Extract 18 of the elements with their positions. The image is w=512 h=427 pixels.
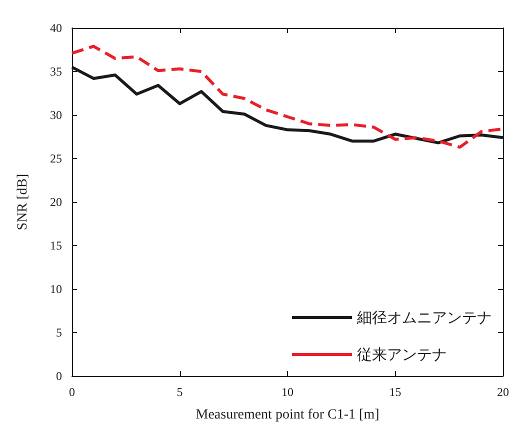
legend-label: 従来アンテナ — [357, 346, 447, 364]
x-tick-label: 20 — [497, 385, 509, 399]
y-tick-label: 20 — [50, 195, 62, 209]
legend-label: 細径オムニアンテナ — [356, 308, 492, 326]
y-tick-label: 10 — [50, 282, 62, 296]
x-tick-label: 15 — [389, 385, 402, 399]
x-tick-label: 5 — [176, 385, 183, 399]
y-axis-title: SNR [dB] — [16, 174, 30, 230]
y-tick-label: 0 — [56, 369, 62, 383]
x-tick-label: 0 — [69, 385, 75, 399]
y-tick-label: 25 — [50, 152, 62, 166]
y-tick-label: 35 — [50, 64, 62, 78]
y-tick-label: 30 — [50, 108, 62, 122]
y-tick-label: 5 — [56, 326, 62, 340]
y-tick-label: 15 — [50, 238, 62, 252]
y-tick-label: 40 — [50, 21, 62, 35]
x-axis-title: Measurement point for C1-1 [m] — [196, 408, 380, 422]
x-tick-label: 10 — [282, 385, 294, 399]
